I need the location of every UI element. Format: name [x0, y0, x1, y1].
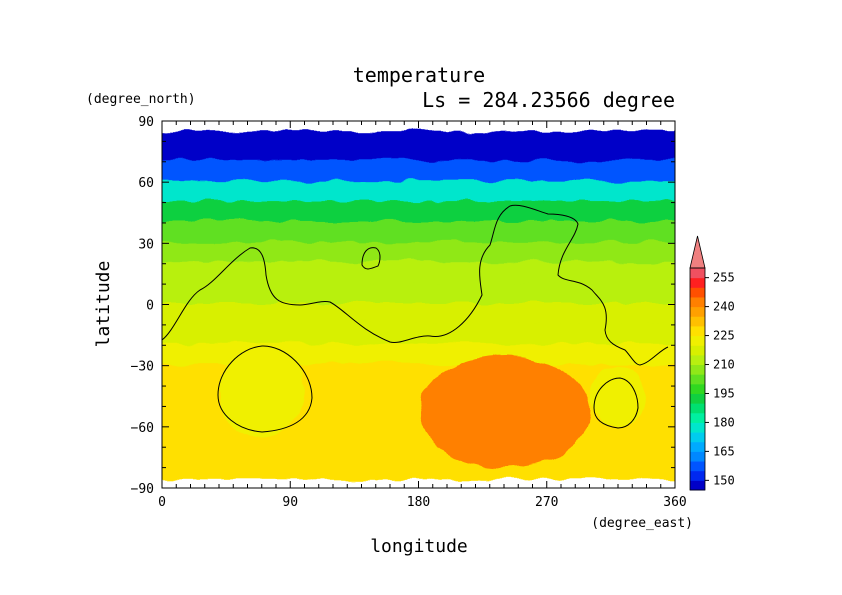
colorbar-segment [690, 277, 705, 288]
contour-south-basin-west [217, 345, 313, 433]
colorbar-label: 195 [713, 386, 735, 400]
colorbar-segment [690, 354, 705, 366]
colorbar-extend-arrow [689, 235, 706, 269]
colorbar-segment [690, 480, 705, 491]
colorbar-segment [690, 287, 705, 298]
field-band [162, 303, 675, 327]
field-band [162, 139, 675, 164]
x-units: (degree_east) [591, 516, 693, 531]
colorbar-segment [690, 412, 705, 423]
colorbar-segment [690, 364, 705, 375]
y-tick-label: 0 [146, 299, 154, 314]
field-band [162, 221, 675, 245]
colorbar-segment [690, 461, 705, 472]
y-tick-label: 90 [138, 115, 154, 130]
colorbar-frame [689, 267, 706, 491]
colorbar-label: 180 [713, 415, 735, 429]
contour-north-continent [162, 204, 669, 366]
field-band [162, 241, 675, 266]
y-tick-label: −60 [131, 421, 154, 436]
colorbar-segment [690, 451, 705, 462]
contour-south-basin-east [593, 377, 639, 429]
chart-subtitle: Ls = 284.23566 degree [422, 88, 675, 112]
y-tick-label: 30 [138, 237, 154, 252]
colorbar-segment [690, 393, 705, 404]
y-units: (degree_north) [86, 92, 196, 107]
colorbar-segment [690, 345, 705, 356]
colorbar-segment [690, 441, 705, 452]
contour-small-island [361, 247, 381, 270]
field-band [162, 201, 675, 225]
colorbar-segment [690, 268, 705, 279]
field-cool-patch [219, 345, 305, 438]
temperature-field [162, 131, 675, 480]
colorbar-segment [690, 403, 705, 414]
x-axis: 0 90 180 270 360 [158, 121, 687, 510]
latitude-bands [162, 131, 675, 480]
x-tick-label: 0 [158, 495, 166, 510]
chart-title: temperature [353, 63, 485, 87]
field-band [162, 466, 675, 480]
colorbar-label: 165 [713, 444, 735, 458]
colorbar-segment [690, 383, 705, 394]
colorbar-segment [690, 335, 705, 346]
x-tick-label: 270 [535, 495, 558, 510]
colorbar-label: 225 [713, 329, 735, 343]
colorbar-label: 150 [713, 473, 735, 487]
x-axis-label: longitude [370, 536, 468, 557]
colorbar-segment [690, 306, 705, 317]
y-axis-label: latitude [93, 261, 114, 348]
colorbar-segment [690, 422, 705, 433]
field-band [162, 282, 675, 306]
y-axis: 90 60 30 0 −30 −60 −90 [131, 115, 675, 497]
x-tick-label: 90 [282, 495, 298, 510]
colorbar-segment [690, 325, 705, 337]
colorbar-segment [690, 374, 705, 385]
colorbar-label: 255 [713, 271, 735, 285]
colorbar-label: 240 [713, 300, 735, 314]
y-tick-label: −30 [131, 360, 154, 375]
field-band [162, 445, 675, 470]
field-cool-patch [589, 365, 647, 427]
colorbar-segment [690, 470, 705, 481]
colorbar-segment [690, 296, 705, 308]
field-band [162, 180, 675, 205]
colorbar-segment [690, 316, 705, 327]
field-band [162, 262, 675, 286]
contour-lines [162, 204, 669, 433]
y-tick-label: 60 [138, 176, 154, 191]
field-band [162, 323, 675, 347]
y-tick-label: −90 [131, 482, 154, 497]
colorbar-label: 210 [713, 358, 735, 372]
field-hot-region [418, 355, 590, 468]
colorbar-segment [690, 432, 705, 443]
x-tick-label: 360 [663, 495, 686, 510]
colorbar: 255 240 225 210 195 180 165 150 [689, 235, 735, 491]
field-band [162, 160, 675, 184]
x-tick-label: 180 [407, 495, 430, 510]
field-band [162, 425, 675, 449]
